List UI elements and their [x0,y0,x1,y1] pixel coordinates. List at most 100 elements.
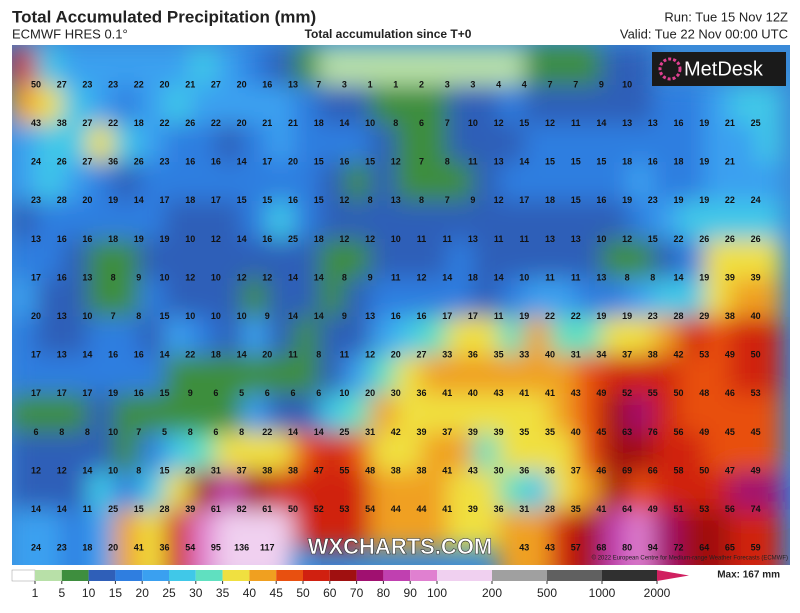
precip-cell [729,509,782,565]
grid-value: 1 [393,79,398,89]
grid-value: 8 [393,118,398,128]
grid-value: 17 [442,311,452,321]
grid-value: 8 [111,272,116,282]
colorbar-label: 60 [323,586,337,600]
colorbar-label: 5 [58,586,65,600]
grid-value: 22 [545,311,555,321]
grid-value: 19 [622,311,632,321]
grid-value: 11 [571,118,581,128]
grid-value: 41 [442,388,452,398]
grid-value: 65 [725,543,735,553]
grid-value: 37 [237,465,247,475]
grid-value: 23 [648,311,658,321]
grid-value: 53 [699,350,709,360]
grid-value: 38 [416,465,426,475]
grid-value: 54 [185,543,195,553]
grid-value: 25 [108,504,118,514]
grid-value: 15 [571,195,581,205]
grid-value: 48 [699,388,709,398]
grid-value: 25 [339,427,349,437]
grid-value: 43 [519,543,529,553]
grid-value: 12 [57,465,67,475]
colorbar-segment [437,570,492,581]
grid-value: 6 [419,118,424,128]
grid-value: 72 [673,543,683,553]
grid-value: 26 [751,234,761,244]
grid-value: 3 [342,79,347,89]
grid-value: 94 [648,543,658,553]
colorbar-segment [88,570,116,581]
grid-value: 16 [288,195,298,205]
grid-value: 27 [416,350,426,360]
grid-value: 16 [262,234,272,244]
grid-value: 74 [751,504,761,514]
grid-value: 9 [368,272,373,282]
grid-value: 20 [159,79,169,89]
grid-value: 64 [699,543,709,553]
grid-value: 14 [314,427,324,437]
grid-value: 24 [31,157,41,167]
grid-value: 35 [494,350,504,360]
grid-value: 12 [365,234,375,244]
grid-value: 18 [211,350,221,360]
colorbar-segment [356,570,384,581]
grid-value: 14 [519,157,529,167]
grid-value: 36 [519,465,529,475]
grid-value: 11 [520,234,530,244]
grid-value: 6 [33,427,38,437]
grid-value: 11 [442,234,452,244]
grid-value: 37 [622,350,632,360]
grid-value: 21 [262,118,272,128]
grid-value: 10 [108,465,118,475]
grid-value: 64 [622,504,632,514]
grid-value: 19 [108,388,118,398]
colorbar-segment [602,570,657,581]
grid-value: 4 [522,79,527,89]
grid-value: 8 [445,157,450,167]
grid-value: 12 [339,234,349,244]
grid-value: 10 [211,272,221,282]
logo-box [652,52,786,86]
colorbar-segment [547,570,602,581]
grid-value: 10 [108,427,118,437]
grid-value: 31 [365,427,375,437]
grid-value: 76 [648,427,658,437]
grid-value: 18 [108,234,118,244]
grid-value: 5 [239,388,244,398]
grid-value: 30 [391,388,401,398]
grid-value: 13 [571,234,581,244]
grid-value: 39 [468,504,478,514]
grid-value: 61 [262,504,272,514]
grid-value: 40 [751,311,761,321]
grid-value: 54 [365,504,375,514]
grid-value: 13 [288,79,298,89]
grid-value: 31 [519,504,529,514]
grid-value: 12 [365,350,375,360]
grid-value: 10 [82,311,92,321]
grid-value: 39 [725,272,735,282]
grid-value: 16 [648,157,658,167]
grid-value: 22 [262,427,272,437]
grid-value: 19 [519,311,529,321]
colorbar-label: 20 [136,586,150,600]
grid-value: 95 [211,543,221,553]
grid-value: 15 [134,504,144,514]
grid-value: 10 [185,234,195,244]
colorbar-label: 15 [109,586,123,600]
grid-value: 17 [31,350,41,360]
grid-value: 18 [82,543,92,553]
colorbar-segment [195,570,223,581]
colorbar: 1 5 10 15 20 25 30 35 40 45 50 60 70 80 90 100 200 500 100… [32,570,689,600]
grid-value: 63 [622,427,632,437]
grid-value: 31 [571,350,581,360]
grid-value: 20 [82,195,92,205]
grid-value: 28 [673,311,683,321]
grid-value: 68 [596,543,606,553]
grid-value: 14 [314,311,324,321]
grid-value: 14 [494,272,504,282]
grid-value: 41 [134,543,144,553]
grid-value: 20 [108,543,118,553]
grid-value: 39 [185,504,195,514]
grid-value: 14 [673,272,683,282]
grid-value: 7 [445,118,450,128]
